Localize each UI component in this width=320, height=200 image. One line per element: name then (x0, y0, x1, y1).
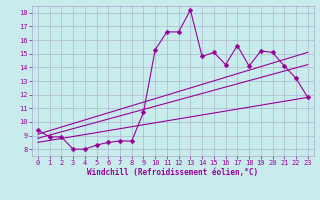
X-axis label: Windchill (Refroidissement éolien,°C): Windchill (Refroidissement éolien,°C) (87, 168, 258, 177)
